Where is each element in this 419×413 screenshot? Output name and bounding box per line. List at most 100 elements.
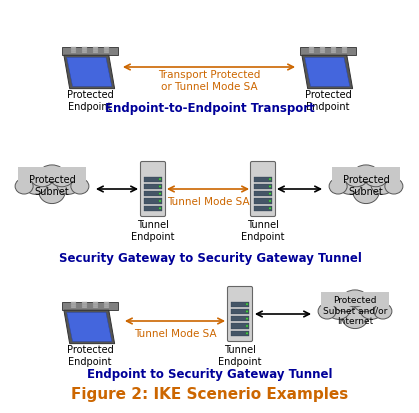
Bar xyxy=(104,50,109,52)
FancyBboxPatch shape xyxy=(140,162,166,217)
Ellipse shape xyxy=(31,169,54,188)
Circle shape xyxy=(246,303,248,306)
Ellipse shape xyxy=(345,169,367,188)
Ellipse shape xyxy=(354,166,378,182)
Ellipse shape xyxy=(334,294,357,312)
Text: Protected
Endpoint: Protected Endpoint xyxy=(305,90,352,112)
Polygon shape xyxy=(300,48,356,56)
Polygon shape xyxy=(18,167,86,181)
Ellipse shape xyxy=(343,290,367,307)
Ellipse shape xyxy=(365,169,387,188)
Ellipse shape xyxy=(57,175,80,195)
Polygon shape xyxy=(62,302,118,311)
Bar xyxy=(93,306,98,308)
FancyBboxPatch shape xyxy=(254,199,272,204)
Text: Tunnel
Endpoint: Tunnel Endpoint xyxy=(131,219,175,241)
Ellipse shape xyxy=(71,179,89,195)
Ellipse shape xyxy=(360,300,383,320)
Polygon shape xyxy=(302,56,353,90)
Bar xyxy=(70,48,76,50)
Circle shape xyxy=(159,178,161,181)
Circle shape xyxy=(246,325,248,328)
Circle shape xyxy=(159,193,161,195)
Polygon shape xyxy=(321,292,389,306)
FancyBboxPatch shape xyxy=(254,177,272,182)
Ellipse shape xyxy=(385,179,403,195)
Bar xyxy=(82,52,87,54)
Text: Protected
Subnet: Protected Subnet xyxy=(343,175,389,196)
Bar xyxy=(70,52,76,54)
Ellipse shape xyxy=(39,180,65,204)
Polygon shape xyxy=(305,58,350,87)
Circle shape xyxy=(246,318,248,320)
Circle shape xyxy=(269,208,271,210)
Text: Tunnel Mode SA: Tunnel Mode SA xyxy=(167,197,249,206)
FancyBboxPatch shape xyxy=(144,206,162,211)
Text: Protected
Endpoint: Protected Endpoint xyxy=(67,90,114,112)
Bar xyxy=(342,50,347,52)
Bar xyxy=(93,304,98,306)
FancyBboxPatch shape xyxy=(231,316,249,321)
Bar xyxy=(82,302,87,304)
FancyBboxPatch shape xyxy=(231,302,249,307)
Ellipse shape xyxy=(374,304,392,319)
FancyBboxPatch shape xyxy=(144,184,162,190)
Polygon shape xyxy=(62,48,118,56)
Circle shape xyxy=(269,200,271,203)
Circle shape xyxy=(269,186,271,188)
Bar xyxy=(82,304,87,306)
Bar xyxy=(342,48,347,50)
FancyBboxPatch shape xyxy=(254,184,272,190)
Ellipse shape xyxy=(353,180,379,204)
Circle shape xyxy=(269,178,271,181)
Bar xyxy=(331,52,336,54)
Ellipse shape xyxy=(329,179,347,195)
Text: Tunnel Mode SA: Tunnel Mode SA xyxy=(134,328,216,338)
FancyBboxPatch shape xyxy=(144,192,162,197)
Bar xyxy=(308,50,314,52)
Polygon shape xyxy=(64,311,115,344)
FancyBboxPatch shape xyxy=(254,192,272,197)
Bar xyxy=(93,52,98,54)
Bar xyxy=(70,304,76,306)
Polygon shape xyxy=(67,313,112,342)
Text: Tunnel
Endpoint: Tunnel Endpoint xyxy=(218,344,262,366)
Ellipse shape xyxy=(50,169,73,188)
Circle shape xyxy=(159,186,161,188)
Bar xyxy=(104,306,109,308)
Ellipse shape xyxy=(327,300,350,320)
Polygon shape xyxy=(331,167,401,181)
Text: Security Gateway to Security Gateway Tunnel: Security Gateway to Security Gateway Tun… xyxy=(59,252,362,264)
Bar xyxy=(320,52,325,54)
Bar xyxy=(104,304,109,306)
Ellipse shape xyxy=(318,304,336,319)
Text: Figure 2: IKE Scenerio Examples: Figure 2: IKE Scenerio Examples xyxy=(71,387,349,401)
Polygon shape xyxy=(64,56,115,90)
FancyBboxPatch shape xyxy=(231,331,249,336)
Text: Endpoint to Security Gateway Tunnel: Endpoint to Security Gateway Tunnel xyxy=(87,367,333,380)
Ellipse shape xyxy=(371,175,394,195)
Bar xyxy=(93,50,98,52)
Bar xyxy=(331,50,336,52)
Circle shape xyxy=(246,311,248,313)
Ellipse shape xyxy=(338,175,361,195)
Bar xyxy=(320,48,325,50)
Bar xyxy=(93,302,98,304)
Bar xyxy=(104,52,109,54)
Bar xyxy=(308,48,314,50)
Bar xyxy=(93,48,98,50)
FancyBboxPatch shape xyxy=(228,287,253,342)
Ellipse shape xyxy=(342,305,368,329)
Text: Protected
Subnet and/or
Internet: Protected Subnet and/or Internet xyxy=(323,295,387,325)
Text: Protected
Subnet: Protected Subnet xyxy=(28,175,75,196)
FancyBboxPatch shape xyxy=(231,323,249,329)
Bar xyxy=(82,48,87,50)
Bar xyxy=(82,306,87,308)
Circle shape xyxy=(269,193,271,195)
FancyBboxPatch shape xyxy=(144,199,162,204)
Bar xyxy=(70,306,76,308)
Bar xyxy=(104,48,109,50)
Ellipse shape xyxy=(15,179,33,195)
Bar xyxy=(331,48,336,50)
Ellipse shape xyxy=(24,175,47,195)
